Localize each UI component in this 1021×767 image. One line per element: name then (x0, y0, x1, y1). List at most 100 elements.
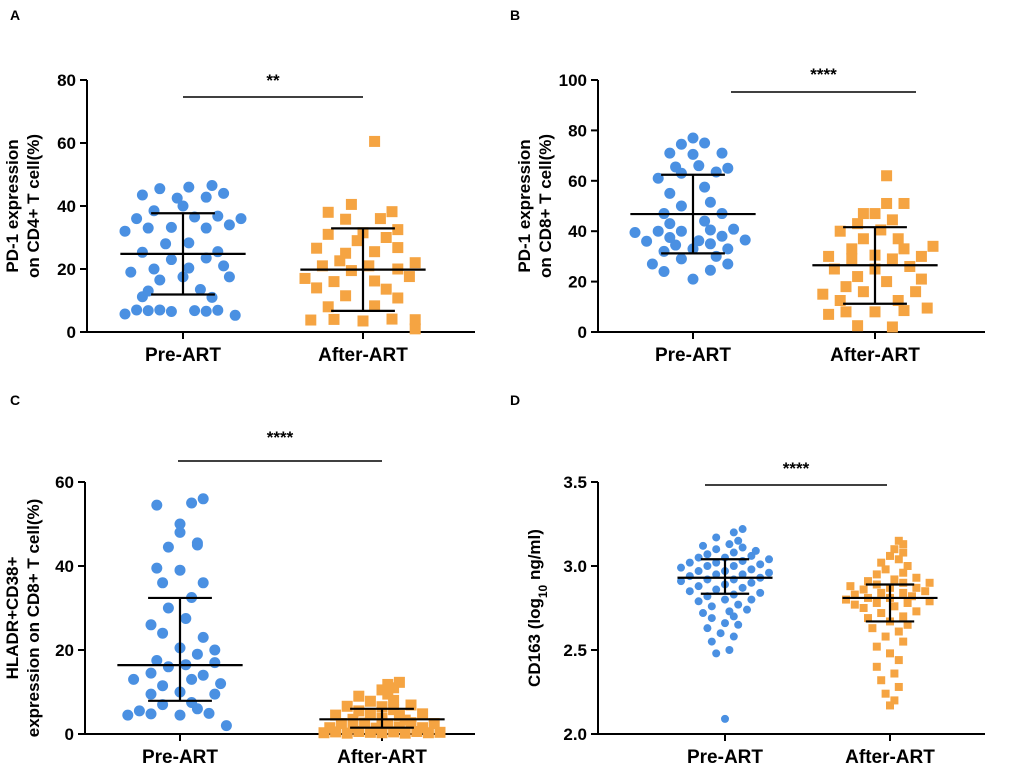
data-point (915, 250, 927, 262)
y-tick-label: 40 (57, 197, 76, 216)
data-point (877, 558, 886, 567)
data-point (675, 225, 687, 237)
data-point (704, 264, 716, 276)
panel-d: D 2.0 2.5 3.0 3.5 Pre-ART After-ART CD163 (log1… (510, 392, 985, 767)
data-point (743, 605, 751, 614)
data-point (687, 273, 699, 285)
data-point (722, 162, 734, 174)
data-point (171, 192, 183, 204)
y-tick-label: 80 (57, 71, 76, 90)
data-point (685, 558, 694, 567)
data-point (899, 540, 908, 549)
data-point (890, 575, 899, 584)
data-point (131, 304, 143, 316)
data-point (857, 286, 869, 298)
data-point (881, 632, 890, 641)
data-point (335, 718, 347, 729)
data-point (392, 292, 404, 304)
data-point (910, 286, 922, 298)
data-point (197, 631, 209, 643)
y-axis-label: CD163 (log10 ng/ml) (525, 529, 550, 687)
data-point (641, 235, 653, 247)
panel-letter: C (10, 392, 20, 408)
data-point (341, 727, 353, 739)
data-point (388, 726, 400, 738)
data-point (652, 172, 664, 184)
data-point (712, 558, 721, 567)
data-point (842, 595, 850, 604)
data-point (729, 548, 738, 557)
data-point (411, 725, 423, 737)
significance-label: **** (267, 428, 294, 447)
y-axis-label: HLADR+CD38+ expression on CD8+ T cell(%) (3, 499, 43, 738)
data-point (728, 223, 740, 235)
data-point (658, 245, 670, 257)
data-point (369, 300, 381, 312)
data-point (890, 545, 899, 554)
y-axis-label: PD-1 expression on CD4+ T cell(%) (3, 134, 43, 278)
data-point (183, 262, 195, 274)
data-point (180, 613, 192, 624)
data-point (652, 225, 664, 237)
data-point (160, 238, 172, 250)
data-point (716, 230, 728, 242)
data-point (203, 707, 215, 719)
data-point (311, 282, 323, 294)
data-point (699, 137, 711, 149)
data-point (353, 690, 365, 702)
y-tick-label: 100 (559, 71, 587, 90)
data-point (324, 722, 336, 734)
data-point (904, 260, 916, 272)
y-tick-label: 0 (67, 323, 76, 342)
data-point (694, 567, 703, 576)
data-point (915, 273, 927, 285)
data-point (864, 614, 872, 623)
data-point (677, 577, 685, 586)
data-point (305, 314, 317, 326)
data-point (151, 499, 163, 511)
y-tick-label: 60 (568, 172, 587, 191)
y-tick-label: 0 (65, 725, 74, 744)
data-point (725, 646, 734, 654)
data-point (174, 564, 186, 576)
data-point (428, 718, 440, 729)
data-point (200, 222, 212, 234)
data-point (417, 708, 429, 720)
data-point (212, 210, 224, 222)
data-point (145, 688, 157, 700)
data-point (194, 283, 206, 295)
data-point (670, 239, 682, 251)
data-point (685, 572, 694, 581)
y-tick-label: 40 (55, 557, 74, 576)
data-point (693, 160, 705, 172)
data-point (734, 620, 743, 629)
data-point (716, 147, 728, 159)
data-point (209, 688, 221, 700)
data-point (131, 213, 143, 225)
data-point (212, 304, 224, 316)
data-point (364, 709, 376, 721)
data-point (899, 578, 908, 587)
data-point (145, 708, 157, 720)
data-point (334, 255, 346, 267)
data-point (212, 246, 224, 258)
data-point (369, 135, 381, 147)
data-point (200, 191, 212, 203)
data-point (119, 308, 131, 320)
data-point (687, 148, 699, 160)
data-point (694, 597, 703, 606)
data-point (386, 313, 398, 325)
data-point (183, 237, 195, 249)
data-point (738, 543, 747, 552)
data-point (846, 243, 858, 255)
data-point (925, 597, 934, 606)
data-point (712, 585, 721, 594)
data-point (675, 200, 687, 212)
data-point (699, 181, 711, 193)
data-point (881, 197, 893, 209)
y-tick-label: 20 (57, 260, 76, 279)
data-point (154, 304, 166, 316)
data-point (142, 222, 154, 234)
data-point (174, 709, 186, 721)
data-point (685, 587, 694, 596)
